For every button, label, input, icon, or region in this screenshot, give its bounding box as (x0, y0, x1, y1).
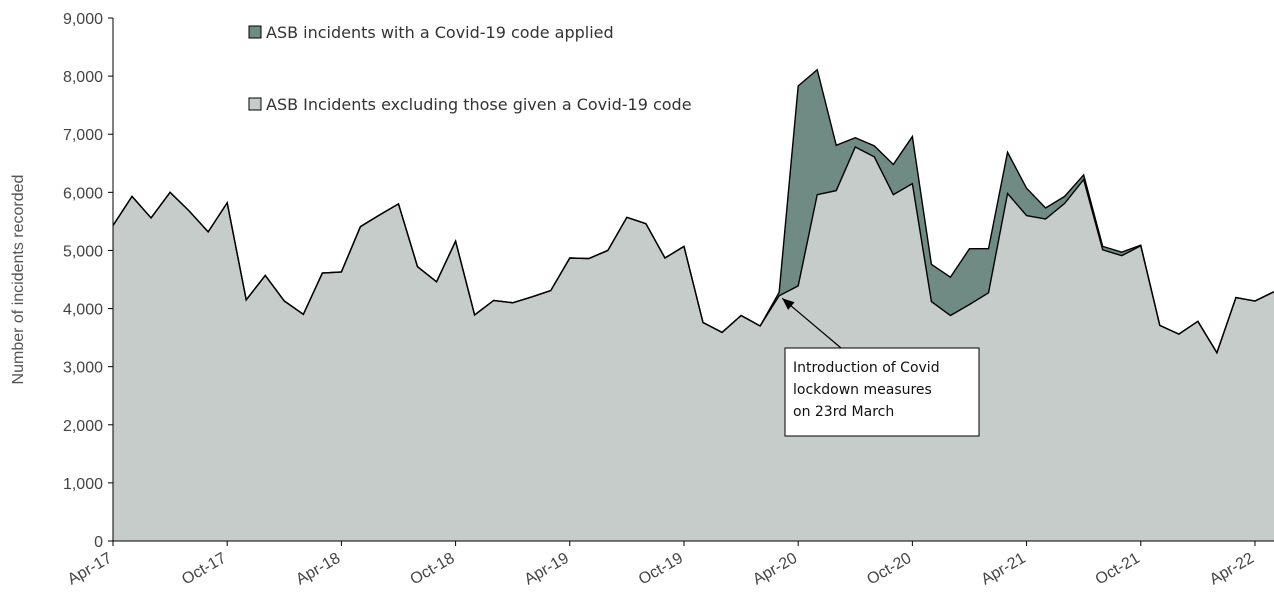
annotation-arrowhead (782, 298, 795, 310)
annotation-box (784, 347, 980, 437)
area-excluding-covid (113, 147, 1274, 542)
legend-label: ASB incidents with a Covid-19 code appli… (266, 23, 614, 42)
y-tick-labels: 0 1,000 2,000 3,000 4,000 5,000 6,000 7,000 8,00… (63, 11, 103, 551)
annotation-line: lockdown measures (793, 382, 932, 398)
y-tick-label: 6,000 (63, 185, 103, 202)
y-tick-label: 9,000 (63, 11, 103, 28)
y-tick-label: 0 (94, 534, 103, 551)
legend-label: ASB Incidents excluding those given a Co… (266, 95, 692, 114)
legend-swatch (248, 97, 262, 111)
x-tick-label: Oct-20 (864, 550, 914, 589)
y-tick-label: 2,000 (63, 418, 103, 435)
annotation-arrow-line (781, 297, 842, 349)
x-tick-label: Apr-21 (978, 550, 1028, 589)
annotation: Introduction of Covid lockdown measures on… (781, 297, 980, 437)
x-tick-label: Apr-19 (522, 550, 572, 589)
x-tick-label: Oct-21 (1093, 550, 1143, 589)
annotation-line: Introduction of Covid (793, 360, 940, 376)
area-covid-coded (113, 69, 1274, 353)
annotation-line: on 23rd March (793, 404, 894, 420)
y-tick-label: 1,000 (63, 476, 103, 493)
x-tick-label: Oct-19 (636, 550, 686, 589)
y-axis-label: Number of incidents recorded (10, 175, 27, 385)
x-tick-label: Oct-17 (179, 550, 229, 589)
x-tick-labels: Apr-17 Oct-17 Apr-18 Oct-18 Apr-19 Oct-19 Apr-… (65, 550, 1257, 589)
legend: ASB incidents with a Covid-19 code appli… (248, 23, 692, 114)
legend-swatch (248, 25, 262, 39)
x-tick-label: Apr-20 (750, 550, 800, 589)
x-tick-label: Apr-22 (1207, 550, 1257, 589)
axes (108, 17, 1274, 546)
y-tick-label: 3,000 (63, 360, 103, 377)
areas (112, 68, 1274, 542)
y-tick-label: 7,000 (63, 127, 103, 144)
y-tick-label: 4,000 (63, 302, 103, 319)
y-tick-label: 5,000 (63, 243, 103, 260)
x-tick-label: Oct-18 (408, 550, 458, 589)
line-total (112, 68, 1274, 355)
y-tick-label: 8,000 (63, 69, 103, 86)
x-tick-label: Apr-18 (293, 550, 343, 589)
x-tick-label: Apr-17 (65, 550, 115, 589)
